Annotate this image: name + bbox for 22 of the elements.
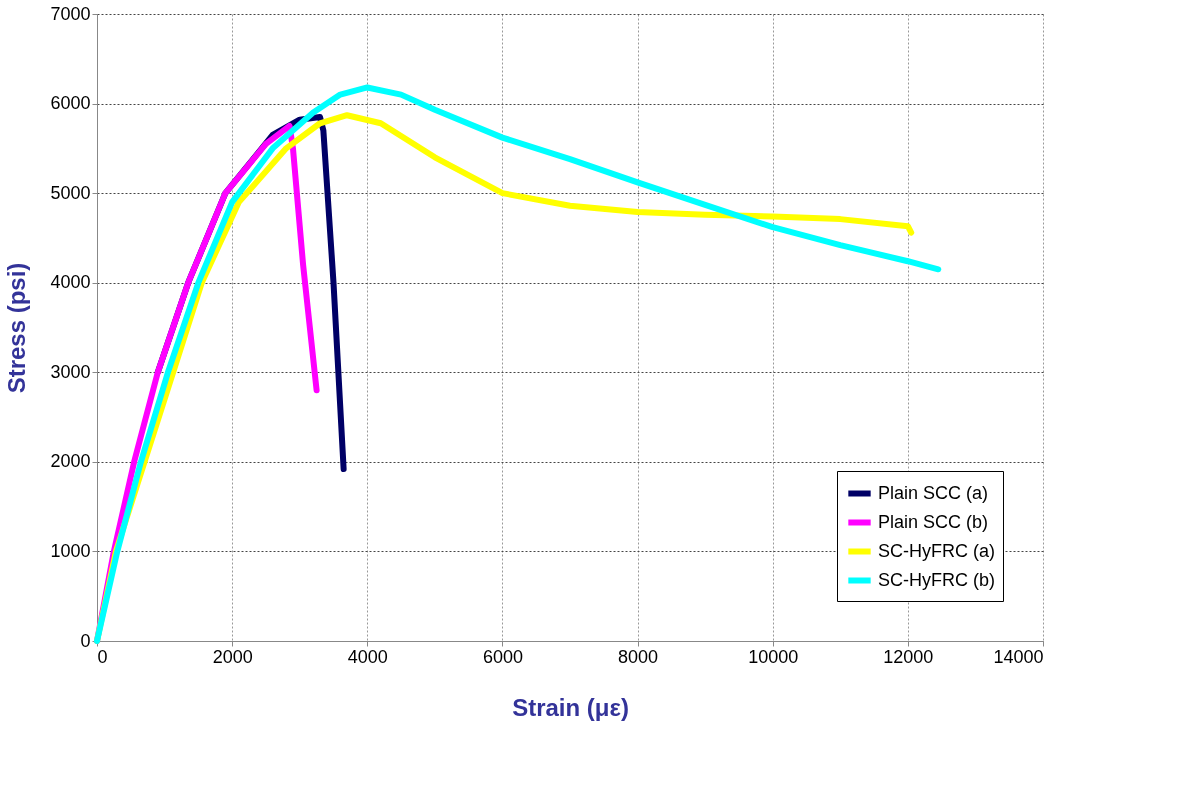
x-tick-label: 2000 — [212, 646, 253, 667]
x-tick-label: 12000 — [883, 646, 934, 667]
y-tick-label: 0 — [80, 630, 91, 651]
y-tick-label: 3000 — [50, 361, 91, 382]
y-tick-label: 6000 — [50, 93, 91, 114]
legend-label: SC-HyFRC (a) — [878, 540, 995, 561]
x-tick-label: 8000 — [618, 646, 659, 667]
x-tick-label: 10000 — [748, 646, 799, 667]
y-tick-label: 5000 — [50, 182, 91, 203]
x-tick-label: 6000 — [482, 646, 523, 667]
y-tick-label: 1000 — [50, 540, 91, 561]
y-axis-title: Stress (psi) — [3, 262, 31, 394]
x-axis-title: Strain (με) — [512, 693, 629, 721]
y-tick-label: 4000 — [50, 272, 91, 293]
x-tick-label: 4000 — [347, 646, 388, 667]
y-tick-label: 2000 — [50, 451, 91, 472]
legend-label: Plain SCC (b) — [878, 511, 989, 532]
legend-label: SC-HyFRC (b) — [878, 569, 995, 590]
y-tick-label: 7000 — [50, 3, 91, 24]
x-tick-label: 14000 — [993, 646, 1044, 667]
x-tick-label: 0 — [97, 646, 108, 667]
legend-label: Plain SCC (a) — [878, 482, 989, 503]
